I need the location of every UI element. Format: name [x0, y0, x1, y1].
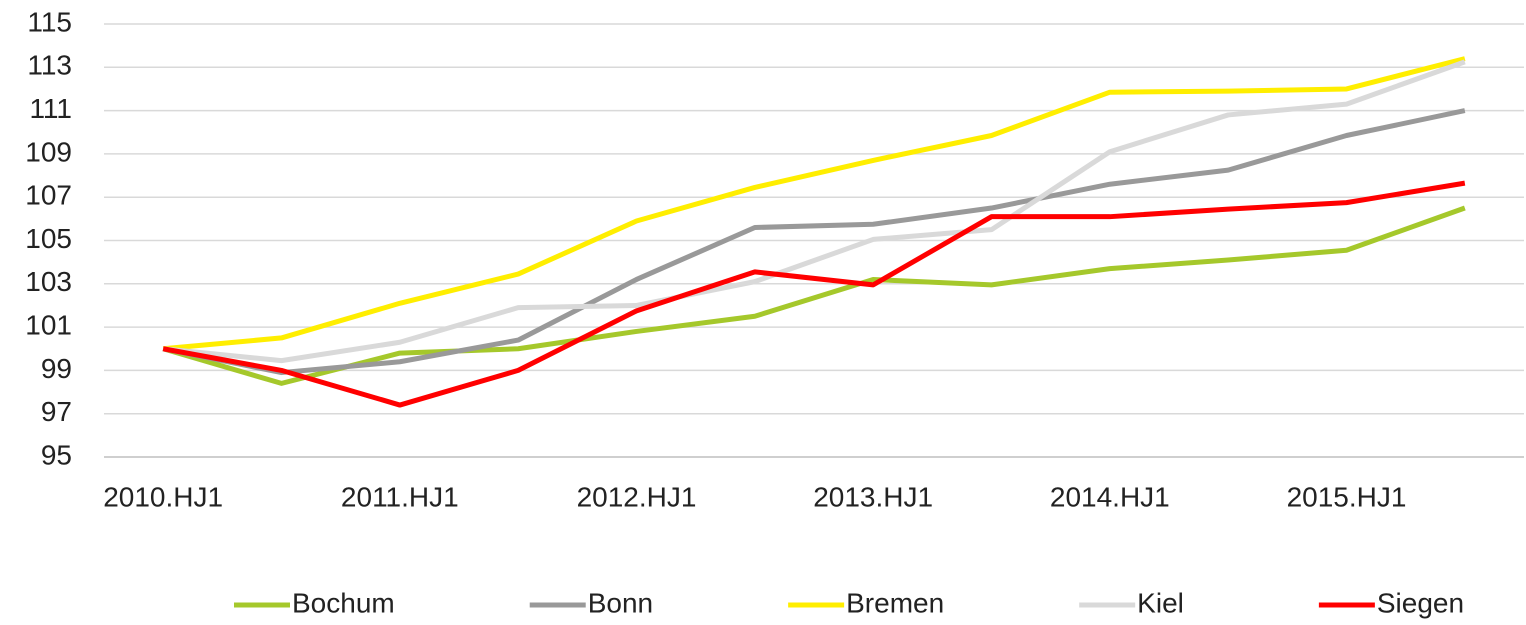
y-tick-label: 113 — [27, 50, 72, 81]
x-tick-label: 2012.HJ1 — [577, 481, 697, 512]
y-tick-label: 111 — [29, 93, 72, 124]
y-tick-label: 97 — [41, 396, 72, 427]
legend-label: Bochum — [292, 587, 395, 618]
y-tick-label: 107 — [25, 180, 72, 211]
series-line — [162, 108, 1466, 376]
y-tick-label: 99 — [41, 353, 72, 384]
y-tick-label: 101 — [25, 309, 72, 340]
y-tick-label: 115 — [27, 6, 72, 37]
series-line — [162, 59, 1466, 364]
legend-label: Bonn — [588, 587, 653, 618]
y-tick-label: 105 — [25, 223, 72, 254]
series-line — [162, 205, 1466, 386]
series-line — [162, 56, 1466, 352]
y-tick-label: 95 — [41, 439, 72, 470]
legend-label: Kiel — [1137, 587, 1184, 618]
x-tick-label: 2015.HJ1 — [1287, 481, 1407, 512]
x-tick-label: 2013.HJ1 — [813, 481, 933, 512]
y-tick-label: 103 — [25, 266, 72, 297]
x-tick-label: 2010.HJ1 — [103, 481, 223, 512]
series-line — [162, 180, 1466, 408]
legend-label: Siegen — [1377, 587, 1464, 618]
y-tick-label: 109 — [25, 136, 72, 167]
legend-label: Bremen — [846, 587, 944, 618]
x-tick-label: 2011.HJ1 — [341, 481, 459, 512]
x-tick-label: 2014.HJ1 — [1050, 481, 1170, 512]
